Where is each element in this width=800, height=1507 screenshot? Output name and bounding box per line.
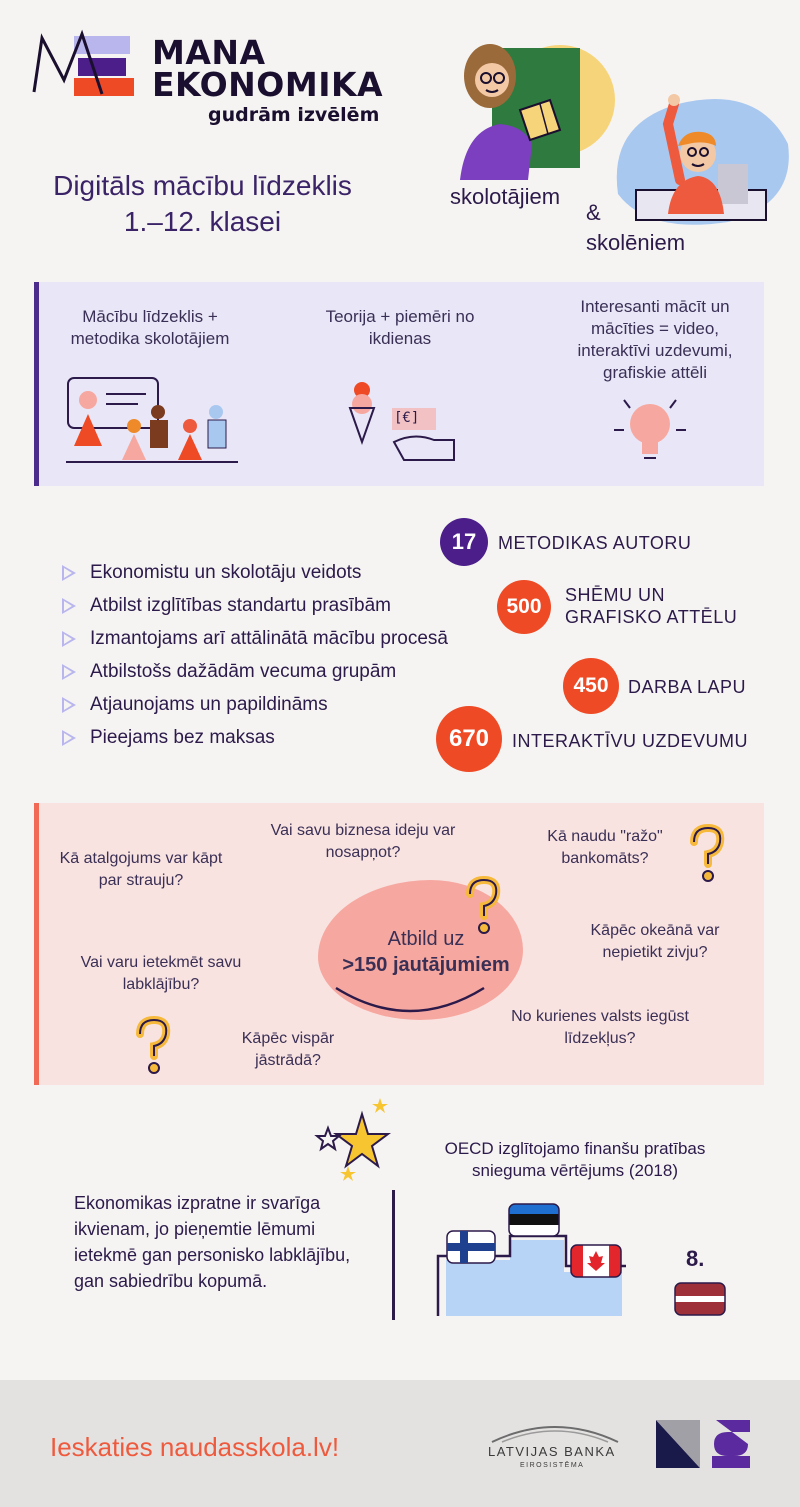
- triangle-bullet-icon: [62, 664, 76, 680]
- list-item: Ekonomistu un skolotāju veidots: [62, 562, 361, 584]
- list-item: Atbilst izglītības standartu prasībām: [62, 595, 391, 617]
- audience-students: skolēniem: [586, 230, 686, 255]
- naudas-skola-logo: [656, 1420, 750, 1468]
- economics-statement: Ekonomikas izpratne ir svarīga ikvienam,…: [74, 1193, 351, 1291]
- latvia-rank: 8.: [686, 1246, 705, 1271]
- divider: [392, 1190, 395, 1320]
- headline-line-2: 1.–12. klasei: [123, 206, 282, 237]
- logo-line-2: EKONOMIKA: [152, 65, 384, 104]
- finland-flag-icon: [446, 1230, 496, 1264]
- stat-diagrams-circle: 500: [497, 580, 551, 634]
- feature-1-text: Mācību līdzeklis + metodika skolotājiem: [70, 307, 230, 348]
- feature-2-text: Teorija + piemēri no ikdienas: [325, 307, 475, 348]
- stat-worksheets-circle: 450: [563, 658, 619, 714]
- website-cta-link[interactable]: Ieskaties naudasskola.lv!: [50, 1432, 340, 1462]
- teacher-illustration: [460, 44, 615, 180]
- lightbulb-icon: [614, 399, 686, 459]
- classroom-icon: [66, 377, 238, 463]
- latvijas-banka-logo-arc: [491, 1426, 619, 1443]
- center-line-1: Atbild uz: [387, 928, 465, 950]
- audience-teachers: skolotājiem: [450, 184, 561, 209]
- list-item: Izmantojams arī attālinātā mācību proces…: [62, 628, 448, 650]
- triangle-bullet-icon: [62, 598, 76, 614]
- question-ocean: Kāpēc okeānā var nepietikt zivju?: [590, 922, 720, 961]
- estonia-flag-icon: [508, 1203, 560, 1237]
- smile-arc: [335, 986, 485, 1013]
- podium-icon: [436, 1234, 626, 1316]
- triangle-bullet-icon: [62, 565, 76, 581]
- bank-name: LATVIJAS BANKA: [488, 1444, 616, 1459]
- logo-tagline: gudrām izvēlēm: [208, 104, 380, 126]
- stat-tasks-label: INTERAKTĪVU UZDEVUMU: [512, 731, 749, 751]
- headline-line-1: Digitāls mācību līdzeklis: [53, 170, 352, 201]
- logo-line-1: MANA: [152, 33, 266, 72]
- question-mark-icon: [690, 824, 725, 882]
- stat-diagrams-label-2: GRAFISKO ATTĒLU: [565, 607, 738, 627]
- student-illustration: [616, 94, 789, 225]
- questions-panel: [34, 803, 764, 1085]
- question-mark-icon: [136, 1016, 171, 1074]
- stat-authors-label: METODIKAS AUTORU: [498, 533, 692, 553]
- logo-mark: [32, 29, 134, 96]
- feature-3-text: Interesanti mācīt un mācīties = video, i…: [577, 297, 733, 382]
- question-salary: Kā atalgojums var kāpt par strauju?: [59, 850, 223, 889]
- stat-diagrams-label-1: SHĒMU UN: [565, 585, 666, 605]
- center-line-2: >150 jautājumiem: [342, 954, 510, 976]
- stat-worksheets-label: DARBA LAPU: [628, 677, 747, 697]
- canada-flag-icon: [570, 1244, 622, 1278]
- stat-authors-circle: 17: [440, 518, 488, 566]
- triangle-bullet-icon: [62, 697, 76, 713]
- triangle-bullet-icon: [62, 631, 76, 647]
- triangle-bullet-icon: [62, 730, 76, 746]
- list-item: Pieejams bez maksas: [62, 727, 275, 749]
- latvia-flag-icon: [674, 1282, 726, 1316]
- question-state-funds: No kurienes valsts iegūst līdzekļus?: [511, 1008, 689, 1047]
- question-atm: Kā naudu "ražo" bankomāts?: [547, 828, 663, 867]
- euro-note-glyph: [€]: [394, 410, 420, 426]
- audience-ampersand: &: [586, 200, 601, 225]
- list-item: Atbilstošs dažādām vecuma grupām: [62, 661, 396, 683]
- list-item: Atjaunojams un papildināms: [62, 694, 328, 716]
- stat-tasks-circle: 670: [436, 706, 502, 772]
- stars-icon: [314, 1098, 391, 1181]
- question-business-idea: Vai savu biznesa ideju var nosapņot?: [270, 822, 456, 861]
- question-wellbeing: Vai varu ietekmēt savu labklājību?: [80, 954, 242, 993]
- ice-cream-money-icon: [348, 382, 455, 461]
- oecd-title: OECD izglītojamo finanšu pratības sniegu…: [444, 1139, 706, 1180]
- question-why-work: Kāpēc vispār jāstrādā?: [241, 1030, 335, 1069]
- question-mark-icon: [466, 876, 501, 934]
- bank-subtitle: EIROSISTĒMA: [520, 1462, 585, 1469]
